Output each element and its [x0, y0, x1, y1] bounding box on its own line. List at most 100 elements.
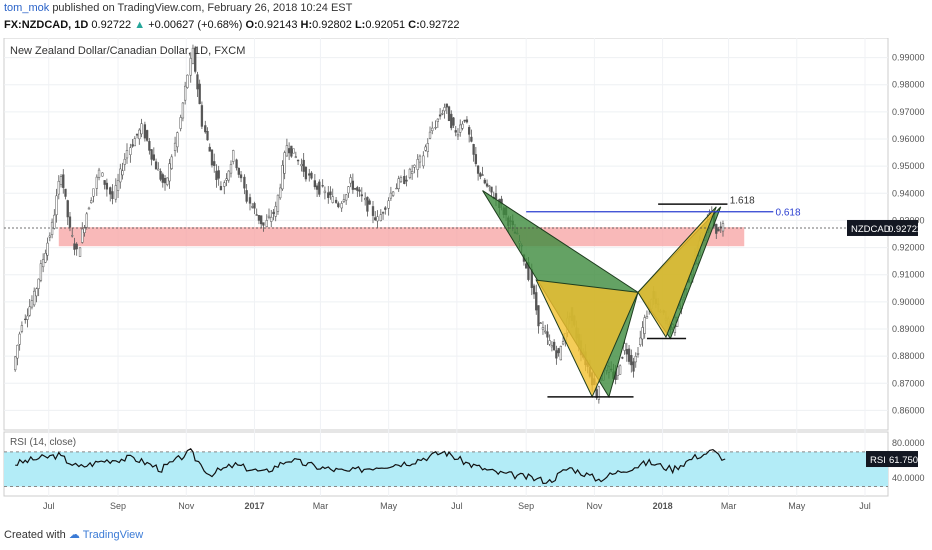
- candle-body: [183, 85, 187, 101]
- candle-body: [550, 345, 554, 348]
- candle-body: [555, 350, 558, 359]
- candle-body: [424, 146, 427, 151]
- candle-body: [103, 180, 106, 185]
- candle-body: [292, 148, 295, 154]
- candle-body: [87, 207, 91, 210]
- x-tick-label: Mar: [721, 501, 737, 511]
- candle-body: [255, 214, 258, 216]
- candle-body: [154, 161, 158, 170]
- candle-body: [66, 200, 69, 218]
- candle-body: [125, 150, 129, 159]
- candle-body: [186, 74, 189, 88]
- candle-body: [349, 177, 352, 184]
- candle-body: [595, 389, 598, 398]
- last-price: 0.92722: [91, 19, 132, 31]
- candle-body: [337, 203, 340, 208]
- candle-body: [145, 130, 149, 141]
- candle-body: [157, 168, 160, 171]
- candle-body: [557, 348, 560, 354]
- candle-body: [267, 215, 271, 218]
- resistance-zone: [58, 227, 745, 247]
- candle-body: [479, 173, 482, 177]
- candle-body: [148, 141, 151, 151]
- price-tag-value: 0.92722: [888, 224, 922, 235]
- y-tick-label: 0.89000: [892, 324, 925, 334]
- price-chart[interactable]: 0.86000 0.87000 0.88000 0.89000 0.90000 0.910…: [0, 38, 932, 526]
- candle-body: [73, 243, 76, 250]
- candle-body: [447, 106, 451, 122]
- pattern-yellow-bcd: [637, 206, 717, 339]
- candle-body: [632, 361, 635, 372]
- candle-body: [618, 365, 622, 375]
- candle-body: [405, 179, 408, 182]
- candle-body: [50, 221, 54, 235]
- candle-body: [481, 174, 484, 176]
- candle-body: [441, 113, 444, 115]
- candle-body: [265, 220, 268, 227]
- candle-body: [90, 200, 93, 204]
- candle-body: [641, 327, 644, 340]
- publish-info: tom_mok published on TradingView.com, Fe…: [4, 2, 352, 14]
- tradingview-link[interactable]: TradingView: [82, 529, 144, 541]
- candle-body: [358, 189, 361, 192]
- candle-body: [270, 217, 273, 222]
- candle-body: [630, 355, 633, 366]
- x-tick-label: 2017: [244, 501, 264, 511]
- candle-body: [364, 198, 367, 201]
- price-tag-bg: [847, 219, 918, 236]
- candle-body: [194, 47, 197, 72]
- candle-body: [28, 306, 31, 316]
- candle-body: [410, 171, 414, 174]
- candle-body: [33, 290, 36, 306]
- candle-body: [227, 170, 230, 181]
- candle-body: [381, 212, 385, 214]
- candle-body: [340, 203, 343, 209]
- candle-body: [418, 155, 422, 163]
- candle-body: [39, 263, 43, 281]
- candle-body: [75, 243, 78, 250]
- candle-body: [189, 58, 192, 76]
- author-link[interactable]: tom_mok: [4, 2, 50, 14]
- candle-body: [470, 136, 473, 142]
- candle-body: [403, 175, 406, 184]
- candle-body: [294, 156, 297, 158]
- rsi-tag-text: RSI: [870, 455, 886, 466]
- candle-body: [472, 144, 475, 155]
- y-tick-label: 0.86000: [892, 405, 925, 415]
- candle-body: [452, 117, 455, 126]
- x-tick-label: Sep: [518, 501, 534, 511]
- candle-body: [634, 355, 637, 363]
- candle-body: [719, 226, 722, 228]
- candle-body: [639, 337, 642, 345]
- candle-body: [123, 158, 126, 165]
- candle-body: [18, 333, 21, 345]
- candle-body: [436, 118, 440, 122]
- candle-body: [170, 156, 173, 169]
- fib-1618-label: 1.618: [730, 196, 755, 207]
- candle-body: [116, 179, 120, 191]
- y-tick-label: 0.98000: [892, 80, 925, 90]
- candle-body: [191, 47, 195, 64]
- change-arrow-icon: ▲: [134, 19, 146, 31]
- candle-body: [262, 222, 265, 226]
- candle-body: [366, 196, 369, 212]
- candle-body: [196, 74, 199, 90]
- candle-body: [68, 216, 72, 228]
- candle-body: [474, 154, 478, 164]
- candle-body: [532, 285, 536, 295]
- candle-body: [313, 180, 317, 188]
- y-tick-label: 0.87000: [892, 378, 925, 388]
- candle-body: [213, 161, 216, 166]
- candle-body: [621, 357, 624, 359]
- candle-body: [321, 185, 324, 187]
- x-tick-label: Mar: [313, 501, 329, 511]
- footer: Created with ☁ TradingView: [4, 528, 143, 541]
- candle-body: [296, 159, 300, 162]
- candle-body: [235, 159, 238, 169]
- y-tick-label: 0.88000: [892, 351, 925, 361]
- candle-body: [456, 134, 460, 137]
- candle-body: [490, 186, 493, 193]
- candle-body: [559, 346, 562, 361]
- candle-body: [217, 170, 220, 179]
- candle-body: [494, 193, 498, 200]
